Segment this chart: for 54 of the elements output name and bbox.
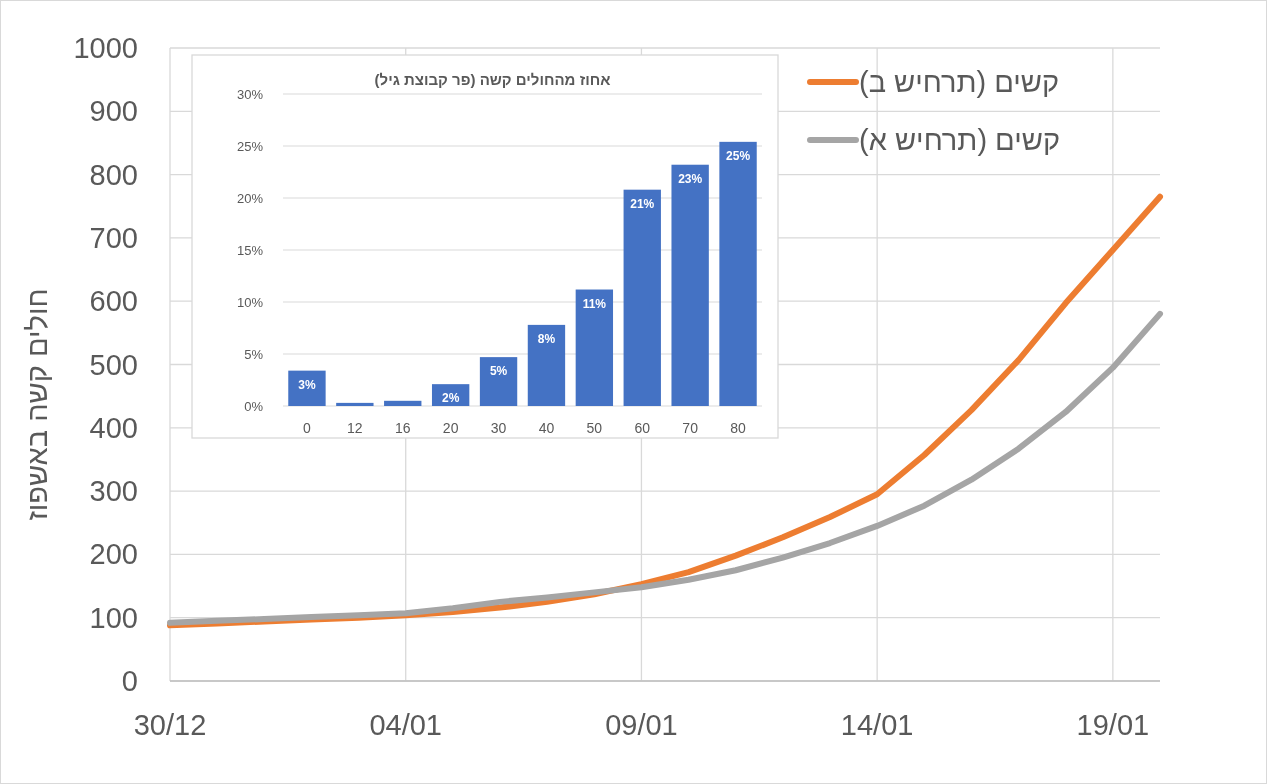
- bar: [671, 164, 709, 406]
- y-tick-label: 100: [89, 601, 138, 634]
- y-tick-label: 400: [89, 411, 138, 444]
- bar: [384, 400, 422, 406]
- x-tick-label: 19/01: [1076, 709, 1150, 741]
- bar: [719, 141, 757, 406]
- x-tick-label: 0: [303, 420, 312, 436]
- x-tick-label: 70: [682, 420, 699, 436]
- y-axis-title: חולים קשה באשפוז: [21, 288, 53, 521]
- y-tick-label: 20%: [236, 191, 264, 206]
- bar: [623, 189, 661, 406]
- bar: [575, 289, 614, 406]
- x-tick-label: 40: [538, 420, 555, 436]
- data-label: 23%: [678, 171, 703, 186]
- y-tick-label: 1000: [73, 32, 138, 64]
- y-tick-label: 200: [89, 538, 138, 571]
- x-tick-label: 12: [347, 420, 363, 436]
- chart-title: אחוז מהחולים קשה (פר קבוצת גיל): [374, 71, 611, 88]
- y-tick-label: 600: [89, 285, 138, 318]
- y-tick-label: 800: [89, 158, 138, 191]
- y-tick-label: 500: [89, 348, 138, 381]
- data-label: 3%: [298, 377, 316, 392]
- y-tick-label: 0: [121, 665, 138, 697]
- y-tick-label: 700: [89, 221, 138, 254]
- y-tick-label: 25%: [236, 139, 264, 154]
- data-label: 11%: [582, 296, 607, 311]
- bar: [288, 370, 326, 406]
- bar: [479, 357, 518, 406]
- x-tick-label: 14/01: [840, 709, 914, 741]
- x-tick-label: 04/01: [369, 709, 442, 741]
- y-tick-label: 5%: [244, 347, 264, 362]
- bar: [527, 324, 566, 406]
- y-tick-label: 30%: [236, 87, 264, 102]
- data-label: 8%: [537, 331, 556, 346]
- bar: [336, 402, 374, 406]
- x-tick-label: 80: [730, 420, 747, 436]
- y-tick-label: 10%: [236, 295, 264, 310]
- y-tick-label: 15%: [236, 243, 264, 258]
- x-tick-label: 50: [586, 420, 603, 436]
- y-tick-label: 300: [89, 475, 138, 508]
- data-label: 21%: [630, 196, 655, 211]
- data-label: 25%: [726, 148, 751, 163]
- x-tick-label: 09/01: [605, 709, 678, 741]
- y-tick-label: 0%: [244, 399, 264, 414]
- legend-label: קשים (תרחיש א): [859, 124, 1060, 156]
- data-label: 2%: [441, 391, 460, 406]
- x-tick-label: 20: [442, 420, 459, 436]
- x-tick-label: 16: [394, 420, 411, 436]
- x-tick-label: 30/12: [133, 709, 207, 741]
- legend-label: קשים (תרחיש ב): [859, 66, 1060, 98]
- x-tick-label: 60: [634, 420, 651, 436]
- data-label: 5%: [489, 364, 508, 379]
- y-tick-label: 900: [89, 95, 138, 128]
- x-tick-label: 30: [490, 420, 507, 436]
